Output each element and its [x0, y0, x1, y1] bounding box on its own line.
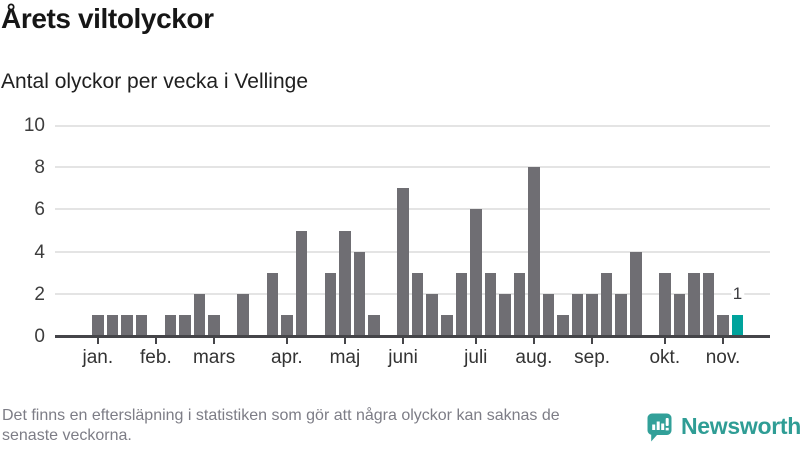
y-tick-label: 2	[34, 284, 45, 305]
bar-week	[193, 293, 206, 336]
gridline-y6	[55, 208, 770, 210]
bar-week	[513, 272, 526, 336]
x-tick-label-juni: juni	[388, 347, 418, 368]
footer-note-line1: Det finns en eftersläpning i statistiken…	[2, 407, 560, 424]
bar-week	[499, 293, 511, 336]
bar-week	[426, 293, 438, 336]
bar-week	[411, 272, 424, 336]
bar-week	[164, 314, 177, 336]
bar-week	[339, 230, 351, 336]
x-tick-label-juli: juli	[464, 347, 488, 368]
bar-week	[121, 314, 133, 336]
x-tick-label-aug: aug.	[515, 347, 553, 368]
x-tick-label-mars: mars	[192, 347, 236, 368]
x-tick-nov	[722, 338, 724, 344]
bar-week	[208, 314, 220, 336]
y-tick-label: 0	[34, 326, 45, 347]
bar-week	[542, 293, 555, 336]
bar-week	[455, 272, 467, 336]
x-tick-label-apr: apr.	[270, 347, 303, 368]
bar-week	[266, 272, 278, 336]
bar-week	[179, 314, 191, 336]
bar-week	[324, 272, 337, 336]
x-tick-okt	[663, 338, 666, 344]
x-tick-aug	[532, 338, 535, 344]
newsworthy-logo: Newsworthy	[646, 412, 800, 443]
bar-week	[571, 293, 584, 336]
x-tick-label-nov: nov.	[705, 347, 741, 368]
bar-week	[295, 230, 308, 336]
bar-week	[135, 314, 148, 336]
bar-week	[600, 272, 613, 336]
x-axis-line	[55, 335, 770, 338]
x-tick-label-jan: jan.	[82, 347, 114, 368]
bar-week	[659, 272, 671, 336]
x-tick-sep	[591, 338, 594, 344]
chart-title: Årets viltolyckor	[1, 3, 214, 34]
bar-week	[615, 293, 627, 336]
y-tick-label: 8	[34, 157, 45, 178]
footer-note: Det finns en eftersläpning i statistiken…	[2, 406, 560, 445]
gridline-y10	[55, 125, 770, 127]
y-tick-label: 10	[23, 115, 45, 136]
bar-week	[630, 251, 642, 336]
x-tick-label-feb: feb.	[140, 347, 172, 368]
x-tick-feb	[154, 338, 157, 344]
bar-week-highlight	[731, 314, 744, 336]
bar-week	[586, 293, 598, 336]
chart-subtitle: Antal olyckor per vecka i Vellinge	[1, 70, 308, 93]
x-tick-juli	[474, 338, 477, 344]
bar-week	[441, 314, 453, 336]
bar-week	[397, 188, 409, 336]
bar-week	[557, 314, 569, 336]
x-tick-juni	[402, 338, 405, 344]
x-tick-label-sep: sep.	[574, 347, 611, 368]
bar-week	[702, 272, 715, 336]
x-tick-apr	[285, 338, 288, 344]
newsworthy-bubble-chart-icon	[646, 412, 673, 443]
bar-week	[353, 251, 366, 336]
x-tick-label-okt: okt.	[649, 347, 681, 368]
bar-week	[717, 314, 729, 336]
bar-week	[281, 314, 293, 336]
bar-week	[106, 314, 118, 336]
gridline-y8	[55, 166, 770, 168]
bar-week	[673, 293, 686, 336]
bar-week	[528, 167, 540, 336]
gridline-y4	[55, 251, 770, 253]
bar-week	[92, 314, 104, 336]
x-tick-label-maj: maj	[329, 347, 361, 368]
x-tick-jan	[96, 338, 99, 344]
plot-area: jan. feb. mars apr. maj juni juli aug. sep. okt. n…	[55, 125, 770, 368]
bar-week	[688, 272, 700, 336]
bar-week	[368, 314, 380, 336]
bar-week	[470, 209, 482, 336]
bar-week	[237, 293, 249, 336]
newsworthy-logo-text: Newsworthy	[681, 413, 800, 439]
footer-note-line2: senaste veckorna.	[2, 426, 132, 444]
y-tick-label: 6	[34, 199, 45, 220]
y-tick-label: 4	[34, 242, 45, 263]
x-tick-mars	[213, 338, 216, 344]
bar-week	[484, 272, 497, 336]
last-bar-value-label: 1	[730, 283, 745, 303]
x-tick-maj	[343, 338, 346, 344]
